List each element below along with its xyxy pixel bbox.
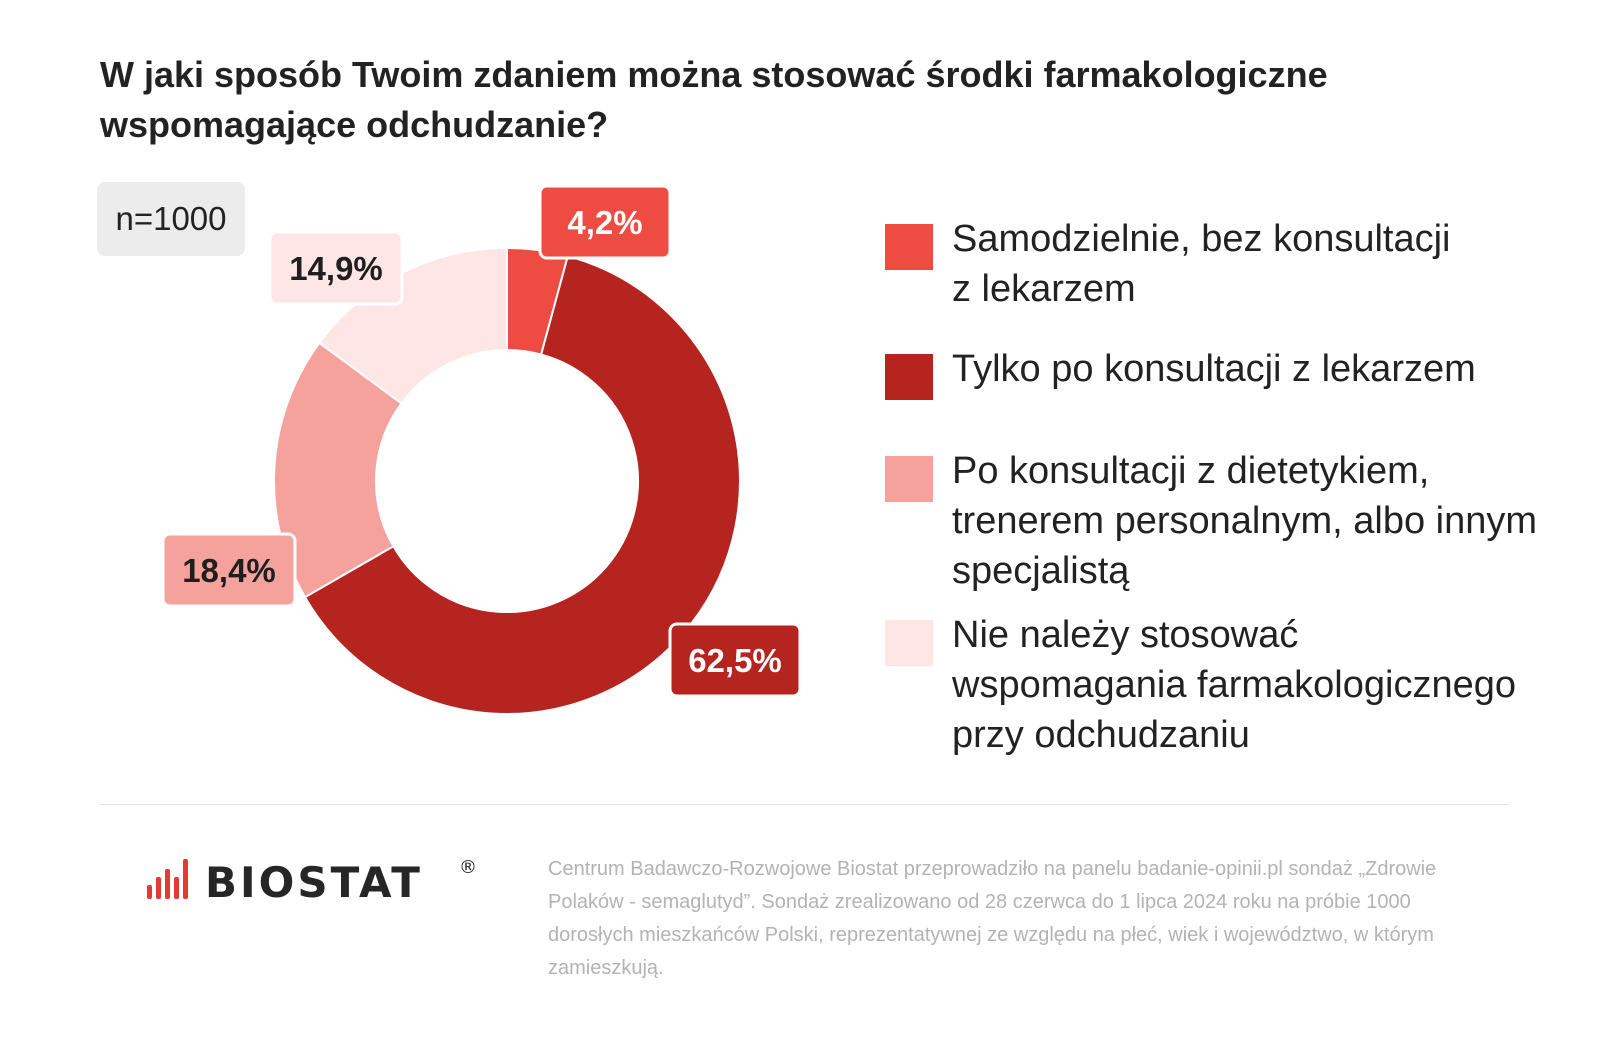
chart-title: W jaki sposób Twoim zdaniem można stosow… (100, 54, 1328, 145)
data-label-3: 14,9% (289, 250, 383, 287)
legend-swatch (885, 456, 933, 502)
sample-size-badge: n=1000 (97, 182, 245, 256)
legend-label: Po konsultacji z dietetykiem, trenerem p… (952, 450, 1538, 592)
data-label-2: 18,4% (182, 552, 276, 589)
legend-label: Nie należy stosować wspomagania farmakol… (952, 614, 1516, 756)
legend-item-specialist: Po konsultacji z dietetykiem, trenerem p… (885, 446, 1575, 596)
data-label-box-0 (538, 184, 672, 260)
data-label-1: 62,5% (688, 642, 782, 679)
chart-legend: Samodzielnie, bez konsultacji z lekarzem… (885, 214, 1575, 760)
legend-item-self: Samodzielnie, bez konsultacji z lekarzem (885, 214, 1575, 314)
methodology-footnote: Centrum Badawczo-Rozwojowe Biostat przep… (548, 858, 1437, 979)
legend-label: Tylko po konsultacji z lekarzem (952, 348, 1476, 390)
logo-bar (183, 859, 188, 899)
footer-divider (100, 804, 1510, 805)
data-label-box-2 (161, 532, 297, 608)
logo-registered-mark: ® (459, 857, 477, 878)
logo-bar (147, 885, 152, 899)
legend-swatch (885, 224, 933, 270)
data-label-0: 4,2% (567, 204, 642, 241)
data-label-box-1 (668, 622, 802, 698)
logo-bar (174, 877, 179, 899)
logo-wordmark: BIOSTAT (205, 858, 423, 905)
donut-slice-1 (303, 254, 741, 715)
logo-bars-icon (147, 859, 188, 899)
donut-slice-2 (273, 341, 403, 599)
legend-item-doctor: Tylko po konsultacji z lekarzem (885, 344, 1575, 400)
logo-bar (156, 877, 161, 899)
legend-item-never: Nie należy stosować wspomagania farmakol… (885, 610, 1575, 760)
logo-bar (165, 869, 170, 899)
legend-swatch (885, 354, 933, 400)
legend-label: Samodzielnie, bez konsultacji z lekarzem (952, 218, 1451, 310)
biostat-logo-image: BIOSTAT ® (147, 857, 477, 907)
legend-swatch (885, 620, 933, 666)
data-label-box-3 (268, 230, 404, 306)
biostat-logo: BIOSTAT ® (145, 855, 485, 910)
